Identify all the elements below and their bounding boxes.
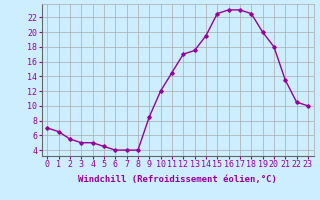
X-axis label: Windchill (Refroidissement éolien,°C): Windchill (Refroidissement éolien,°C)	[78, 175, 277, 184]
